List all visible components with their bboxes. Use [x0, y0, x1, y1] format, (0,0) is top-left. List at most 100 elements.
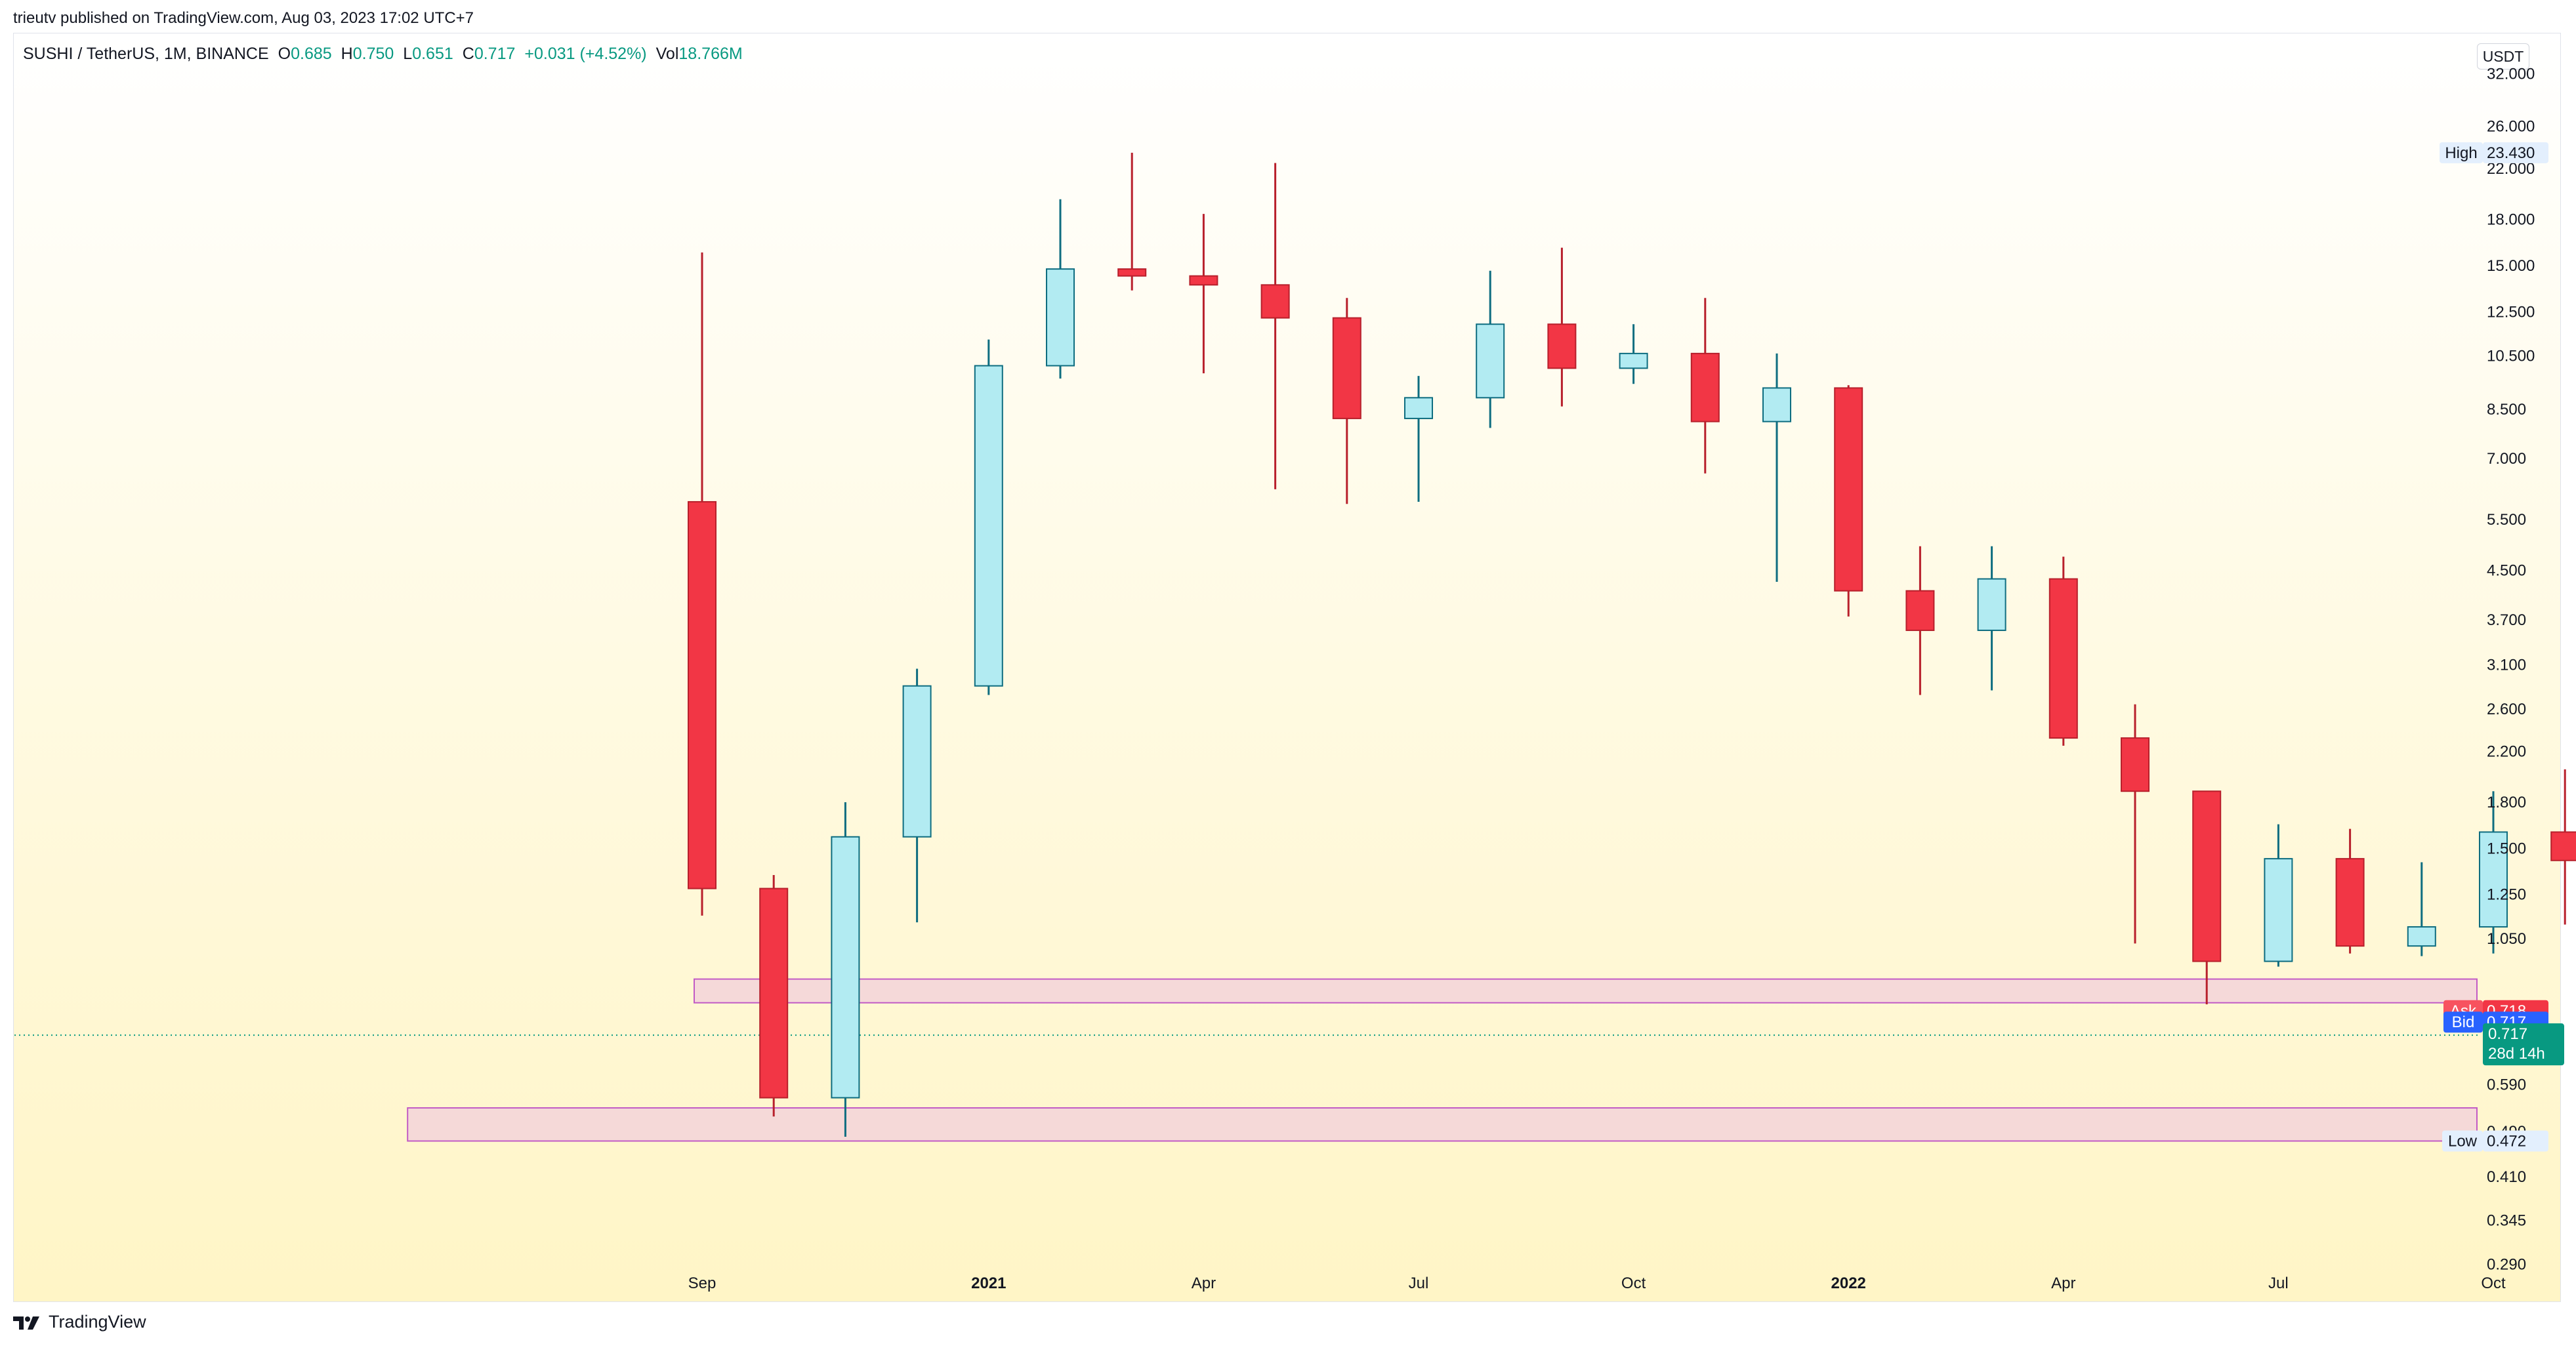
y-tick-label: 4.500: [2487, 561, 2526, 579]
candle-body: [902, 685, 932, 838]
candle-body: [1476, 323, 1505, 399]
support-zone-1: [694, 978, 2478, 1004]
support-zone-2: [407, 1107, 2478, 1142]
candle: [1619, 324, 1648, 384]
ohlc-close: C0.717: [462, 45, 516, 63]
y-tick-label: 2.200: [2487, 743, 2526, 761]
candle-body: [2192, 790, 2222, 962]
y-tick-label: 26.000: [2487, 118, 2535, 136]
low-badge-value: 0.472: [2487, 1132, 2526, 1150]
candle-body: [1762, 387, 1791, 422]
candle-body: [1117, 268, 1147, 277]
candle: [1117, 152, 1147, 291]
candle: [1476, 270, 1505, 428]
chart-pane[interactable]: [13, 33, 2561, 1302]
last-price-badge: [2483, 1023, 2564, 1066]
symbol-legend: SUSHI / TetherUS, 1M, BINANCE O0.685 H0.…: [23, 45, 743, 64]
y-tick-label: 3.700: [2487, 611, 2526, 629]
candle: [2407, 862, 2436, 956]
candle-body: [1260, 284, 1290, 319]
candle-body: [1834, 387, 1863, 592]
candle-body: [1547, 323, 1577, 369]
candle: [2192, 790, 2222, 1005]
low-badge-label: Low: [2448, 1132, 2478, 1150]
candle-body: [2121, 737, 2150, 792]
x-tick-label: Jul: [1409, 1275, 1429, 1292]
bid-badge-label-bg: [2443, 1011, 2483, 1033]
candle: [2048, 556, 2078, 746]
y-tick-label: 1.250: [2487, 886, 2526, 904]
candle: [1905, 546, 1935, 695]
high-badge-label-bg: [2440, 142, 2483, 163]
y-tick-label: 3.100: [2487, 656, 2526, 674]
y-tick-label: 2.600: [2487, 701, 2526, 718]
candle: [2550, 769, 2576, 925]
candle: [974, 339, 1003, 695]
candle-body: [1977, 578, 2006, 631]
x-tick-label: 2021: [971, 1275, 1006, 1292]
x-tick-label: 2022: [1831, 1275, 1866, 1292]
last-price-value: 0.717: [2488, 1025, 2527, 1043]
candle: [759, 875, 789, 1117]
ohlc-open: O0.685: [278, 45, 332, 63]
candle: [2335, 828, 2365, 954]
currency-selector[interactable]: USDT: [2477, 43, 2529, 70]
y-tick-label: 12.500: [2487, 303, 2535, 321]
y-tick-label: 8.500: [2487, 401, 2526, 418]
y-tick-label: 1.050: [2487, 930, 2526, 948]
candle-body: [1046, 268, 1075, 367]
x-tick-label: Oct: [1621, 1275, 1646, 1292]
candle-body: [1690, 352, 1720, 422]
candle: [1834, 385, 1863, 617]
candle-body: [2479, 831, 2508, 928]
published-caption: trieutv published on TradingView.com, Au…: [13, 9, 474, 27]
y-tick-label: 7.000: [2487, 450, 2526, 468]
y-tick-label: 0.345: [2487, 1212, 2526, 1229]
y-tick-label: 0.410: [2487, 1168, 2526, 1186]
bid-badge-label: Bid: [2452, 1013, 2475, 1031]
candle: [2264, 824, 2293, 967]
y-tick-label: 15.000: [2487, 257, 2535, 275]
candle-body: [831, 836, 860, 1099]
candle-body: [759, 887, 789, 1099]
candle-body: [1905, 590, 1935, 631]
low-badge-value-bg: [2483, 1130, 2548, 1152]
y-tick-label: 0.590: [2487, 1076, 2526, 1093]
candle: [831, 802, 860, 1137]
candle: [1404, 376, 1433, 502]
candle: [1189, 214, 1218, 374]
candle: [1977, 546, 2006, 691]
y-tick-label: 18.000: [2487, 211, 2535, 229]
high-badge-label: High: [2445, 144, 2477, 162]
candle-body: [2048, 578, 2078, 739]
countdown-timer: 28d 14h: [2488, 1045, 2545, 1063]
candle-body: [1404, 397, 1433, 419]
candle: [688, 252, 717, 916]
y-tick-label: 10.500: [2487, 348, 2535, 365]
candle-body: [688, 500, 717, 889]
candle: [2479, 791, 2508, 954]
y-tick-label: 5.500: [2487, 511, 2526, 529]
candle: [1260, 163, 1290, 489]
symbol-name[interactable]: SUSHI / TetherUS, 1M, BINANCE: [23, 45, 269, 63]
tradingview-logo[interactable]: TradingView: [13, 1312, 146, 1332]
y-tick-label: 1.500: [2487, 840, 2526, 857]
y-tick-label: 1.800: [2487, 794, 2526, 811]
candle: [1690, 298, 1720, 474]
volume: Vol18.766M: [655, 45, 743, 63]
x-tick-label: Sep: [688, 1275, 717, 1292]
x-tick-label: Apr: [1192, 1275, 1216, 1292]
price-change: +0.031 (+4.52%): [524, 45, 647, 63]
tradingview-logo-icon: [13, 1316, 39, 1330]
x-tick-label: Apr: [2051, 1275, 2075, 1292]
candle: [2121, 704, 2150, 944]
candle: [1762, 353, 1791, 582]
candle-body: [1619, 352, 1648, 369]
candle-body: [2335, 858, 2365, 947]
candle-body: [2264, 858, 2293, 962]
candle: [902, 668, 932, 923]
candle: [1547, 247, 1577, 407]
ohlc-low: L0.651: [403, 45, 453, 63]
x-tick-label: Oct: [2481, 1275, 2506, 1292]
